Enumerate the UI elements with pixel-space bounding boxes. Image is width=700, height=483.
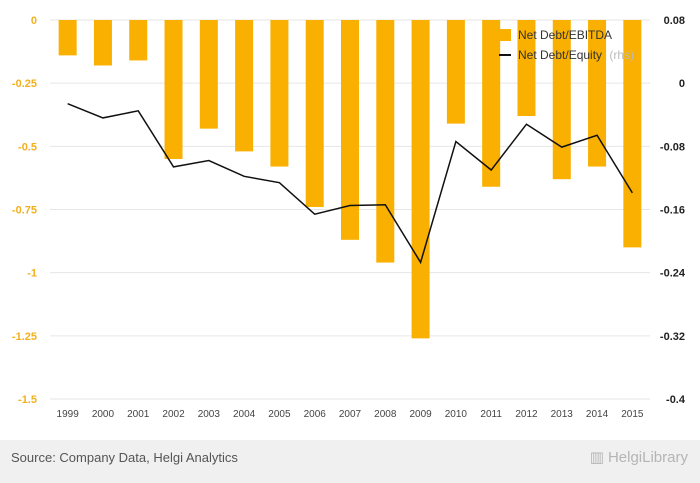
bar xyxy=(164,20,183,159)
left-tick-label: -0.75 xyxy=(12,205,37,217)
bar xyxy=(235,20,254,152)
left-axis-ticks: 0 -0.25 -0.5 -0.75 -1 -1.25 -1.5 xyxy=(12,15,37,406)
x-axis-ticks: 1999 2000 2001 2002 2003 2004 2005 2006 2007 2008… xyxy=(57,409,644,420)
x-tick-label: 2015 xyxy=(621,409,644,420)
bar xyxy=(305,20,324,207)
x-tick-label: 2007 xyxy=(339,409,362,420)
left-tick-label: -1.25 xyxy=(12,331,37,343)
left-tick-label: -1.5 xyxy=(18,394,37,406)
x-tick-label: 2011 xyxy=(480,409,502,420)
right-tick-label: 0 xyxy=(679,78,685,90)
bar xyxy=(482,20,501,187)
x-tick-label: 1999 xyxy=(57,409,80,420)
bar xyxy=(129,20,148,61)
right-axis-ticks: 0.08 0 -0.08 -0.16 -0.24 -0.32 -0.4 xyxy=(660,15,686,406)
x-tick-label: 2000 xyxy=(92,409,115,420)
source-text: Source: Company Data, Helgi Analytics xyxy=(11,450,238,465)
x-tick-label: 2014 xyxy=(586,409,609,420)
chart-svg: 0 -0.25 -0.5 -0.75 -1 -1.25 -1.5 0.08 0 -0.08 -0.… xyxy=(12,15,686,420)
bar xyxy=(199,20,218,129)
legend-label-line: Net Debt/Equity xyxy=(518,48,602,62)
bar xyxy=(58,20,77,56)
brand: ▥ HelgiLibrary xyxy=(589,448,688,467)
bar xyxy=(270,20,289,167)
right-tick-label: -0.4 xyxy=(666,394,686,406)
bar xyxy=(517,20,536,117)
right-tick-label: -0.16 xyxy=(660,205,685,217)
bar xyxy=(411,20,430,339)
x-tick-label: 2012 xyxy=(515,409,538,420)
x-tick-label: 2009 xyxy=(409,409,432,420)
x-tick-label: 2008 xyxy=(374,409,397,420)
bar xyxy=(552,20,571,180)
legend-label-bar: Net Debt/EBITDA xyxy=(518,28,612,42)
x-tick-label: 2013 xyxy=(551,409,574,420)
left-tick-label: -1 xyxy=(27,268,37,280)
legend: Net Debt/EBITDA Net Debt/Equity (rhs) xyxy=(499,28,634,62)
footer: Source: Company Data, Helgi Analytics ▥ … xyxy=(0,440,700,483)
line-series xyxy=(67,103,633,265)
bar xyxy=(623,20,642,248)
left-tick-label: 0 xyxy=(31,15,37,27)
brand-name: HelgiLibrary xyxy=(607,448,688,466)
legend-swatch-bar xyxy=(499,29,511,41)
bar xyxy=(93,20,112,66)
left-tick-label: -0.25 xyxy=(12,78,37,90)
series-line xyxy=(67,103,633,265)
svg-text:Net Debt/Equity (rhs): Net Debt/Equity (rhs) xyxy=(518,48,634,62)
right-tick-label: 0.08 xyxy=(664,15,685,27)
bar xyxy=(446,20,465,124)
right-tick-label: -0.32 xyxy=(660,331,685,343)
x-tick-label: 2004 xyxy=(233,409,256,420)
right-tick-label: -0.08 xyxy=(660,141,685,153)
x-tick-label: 2006 xyxy=(304,409,327,420)
bar xyxy=(588,20,607,167)
x-tick-label: 2003 xyxy=(198,409,221,420)
right-tick-label: -0.24 xyxy=(660,268,686,280)
x-tick-label: 2010 xyxy=(445,409,468,420)
left-tick-label: -0.5 xyxy=(18,141,37,153)
legend-label-line-suffix: (rhs) xyxy=(609,48,634,62)
bar-series xyxy=(58,20,642,339)
x-tick-label: 2002 xyxy=(162,409,185,420)
bar xyxy=(376,20,395,263)
bar xyxy=(341,20,359,240)
helgi-logo-icon: ▥ xyxy=(589,449,604,466)
x-tick-label: 2005 xyxy=(268,409,291,420)
x-tick-label: 2001 xyxy=(127,409,150,420)
